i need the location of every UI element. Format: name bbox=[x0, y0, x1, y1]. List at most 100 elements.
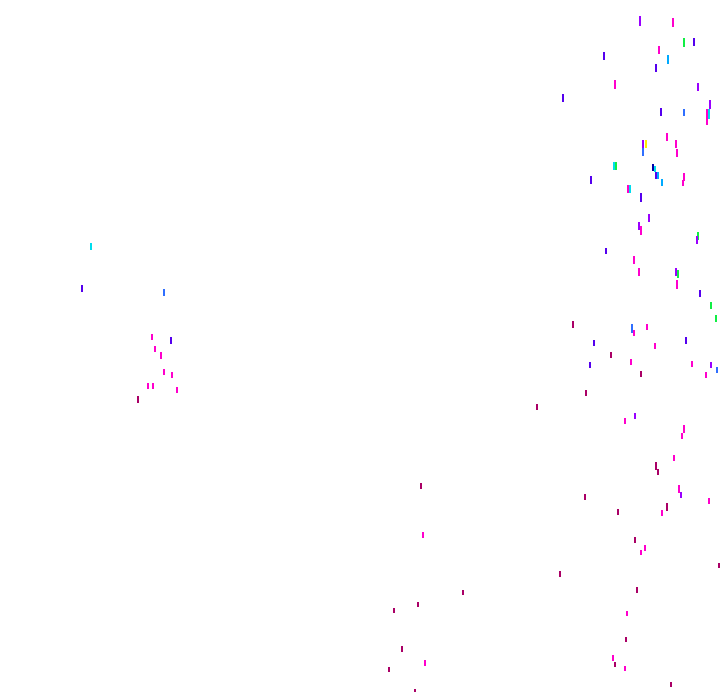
color-mark bbox=[660, 108, 662, 116]
color-mark bbox=[708, 109, 710, 119]
color-mark bbox=[710, 362, 712, 368]
color-mark bbox=[420, 483, 422, 489]
color-mark bbox=[81, 285, 83, 292]
color-mark bbox=[716, 367, 718, 373]
color-mark bbox=[393, 608, 395, 613]
color-mark bbox=[685, 337, 687, 344]
color-mark bbox=[633, 256, 635, 264]
color-mark bbox=[615, 162, 617, 170]
color-mark bbox=[642, 140, 644, 148]
color-mark bbox=[636, 587, 638, 593]
color-mark bbox=[699, 290, 701, 297]
color-mark bbox=[559, 571, 561, 577]
color-mark bbox=[640, 226, 642, 235]
color-mark bbox=[572, 321, 574, 328]
color-mark bbox=[661, 179, 663, 186]
color-mark bbox=[657, 172, 659, 179]
color-mark bbox=[715, 315, 717, 322]
color-mark bbox=[612, 655, 614, 661]
color-mark bbox=[614, 80, 616, 89]
color-mark bbox=[667, 55, 669, 64]
color-mark bbox=[590, 176, 592, 184]
color-mark bbox=[706, 109, 708, 125]
color-mark bbox=[617, 509, 619, 515]
color-mark bbox=[152, 383, 154, 389]
color-mark bbox=[585, 390, 587, 396]
color-mark bbox=[648, 214, 650, 222]
color-mark bbox=[638, 268, 640, 276]
color-mark bbox=[646, 324, 648, 330]
color-mark bbox=[603, 52, 605, 60]
color-mark bbox=[613, 162, 615, 170]
color-mark bbox=[683, 38, 685, 47]
color-mark bbox=[683, 109, 685, 116]
color-mark bbox=[536, 404, 538, 410]
color-mark bbox=[639, 16, 641, 26]
color-mark bbox=[562, 94, 564, 102]
color-mark bbox=[658, 46, 660, 54]
color-mark bbox=[652, 164, 654, 171]
color-mark bbox=[137, 396, 139, 403]
color-mark bbox=[593, 340, 595, 346]
color-mark bbox=[160, 352, 162, 359]
color-mark bbox=[673, 455, 675, 461]
color-mark bbox=[655, 172, 657, 179]
color-mark bbox=[680, 492, 682, 498]
color-mark bbox=[584, 494, 586, 500]
color-mark bbox=[163, 289, 165, 296]
color-mark bbox=[388, 667, 390, 672]
color-mark bbox=[696, 236, 698, 244]
color-mark bbox=[654, 166, 656, 172]
color-mark bbox=[417, 602, 419, 607]
color-mark bbox=[655, 64, 657, 72]
color-mark bbox=[147, 383, 149, 389]
color-mark bbox=[691, 361, 693, 367]
color-mark bbox=[654, 343, 656, 349]
color-mark bbox=[710, 302, 712, 309]
color-mark bbox=[666, 133, 668, 141]
color-mark bbox=[633, 330, 635, 336]
color-mark bbox=[629, 185, 631, 193]
color-mark bbox=[678, 485, 680, 493]
color-mark bbox=[672, 18, 674, 27]
color-mark bbox=[675, 140, 677, 148]
color-mark bbox=[644, 545, 646, 551]
color-mark bbox=[640, 371, 642, 377]
color-mark bbox=[718, 563, 720, 568]
color-mark bbox=[630, 359, 632, 365]
color-mark bbox=[709, 100, 711, 109]
color-mark bbox=[605, 248, 607, 254]
color-mark bbox=[640, 550, 642, 555]
color-mark bbox=[693, 38, 695, 46]
color-mark bbox=[657, 469, 659, 475]
color-mark bbox=[666, 503, 668, 511]
color-mark bbox=[626, 611, 628, 616]
color-mark bbox=[683, 173, 685, 181]
color-mark bbox=[625, 637, 627, 642]
color-mark bbox=[624, 418, 626, 424]
color-mark bbox=[634, 413, 636, 419]
color-mark bbox=[614, 662, 616, 667]
color-mark bbox=[462, 590, 464, 595]
color-mark bbox=[676, 280, 678, 289]
color-mark bbox=[697, 232, 699, 240]
color-mark bbox=[640, 193, 642, 202]
color-mark bbox=[171, 372, 173, 378]
color-mark bbox=[642, 148, 644, 156]
color-mark bbox=[90, 243, 92, 250]
color-mark bbox=[708, 498, 710, 504]
color-mark bbox=[655, 462, 657, 470]
color-mark bbox=[683, 425, 685, 433]
color-mark bbox=[697, 83, 699, 91]
color-mark bbox=[645, 140, 647, 148]
color-mark bbox=[414, 689, 416, 692]
color-mark bbox=[705, 372, 707, 378]
color-mark bbox=[675, 268, 677, 276]
color-mark bbox=[670, 682, 672, 687]
color-mark bbox=[634, 537, 636, 543]
color-mark bbox=[424, 660, 426, 666]
color-mark bbox=[676, 149, 678, 157]
color-mark bbox=[170, 337, 172, 344]
color-mark bbox=[151, 334, 153, 340]
color-mark bbox=[422, 532, 424, 538]
